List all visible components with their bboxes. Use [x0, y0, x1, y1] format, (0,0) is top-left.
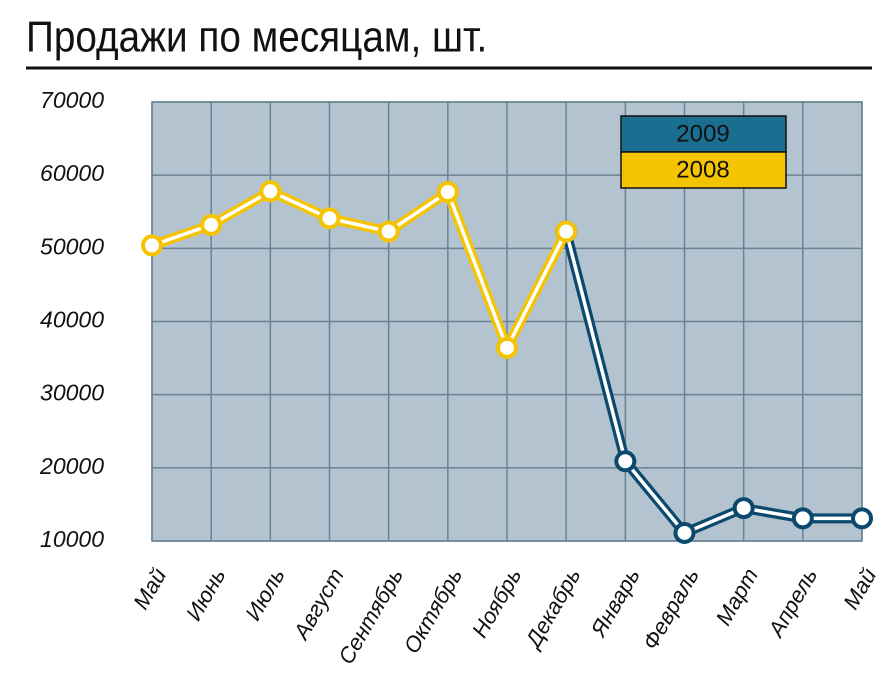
point [614, 450, 637, 473]
chart-title: Продажи по месяцам, шт. [26, 11, 487, 61]
y-tick-label: 20000 [39, 453, 104, 479]
x-tick-label: Март [711, 564, 763, 630]
x-tick-label: Декабрь [519, 564, 585, 654]
x-tick-label: Январь [585, 564, 644, 642]
legend-swatch [620, 115, 787, 153]
x-tick-label: Февраль [638, 564, 704, 654]
x-tick-label: Май [128, 564, 171, 614]
point [555, 220, 578, 243]
y-tick-label: 40000 [40, 307, 104, 333]
point [496, 336, 518, 359]
x-tick-label: Май [838, 564, 879, 614]
series-line-inner [151, 189, 568, 353]
y-tick-label: 30000 [40, 380, 104, 406]
point [318, 207, 341, 230]
point [259, 180, 282, 203]
legend-label: 2009 [676, 120, 729, 147]
y-tick-label: 60000 [40, 160, 104, 186]
y-tick-label: 10000 [40, 526, 104, 552]
point [200, 213, 223, 236]
point [436, 180, 459, 203]
y-tick-label: 70000 [40, 87, 104, 113]
x-tick-label: Ноябрь [467, 564, 526, 642]
point [851, 507, 873, 530]
x-tick-label: Август [288, 564, 349, 645]
point [673, 521, 696, 544]
legend-label: 2008 [676, 156, 729, 183]
x-tick-label: Октябрь [399, 564, 468, 658]
y-tick-label: 50000 [40, 233, 104, 259]
point [791, 507, 814, 530]
x-tick-label: Июнь [181, 564, 231, 625]
x-tick-label: Июль [240, 564, 290, 625]
x-tick-label: Апрель [762, 564, 822, 643]
point [732, 497, 755, 520]
legend-swatch [620, 151, 787, 189]
point [377, 220, 400, 243]
point [141, 234, 163, 257]
